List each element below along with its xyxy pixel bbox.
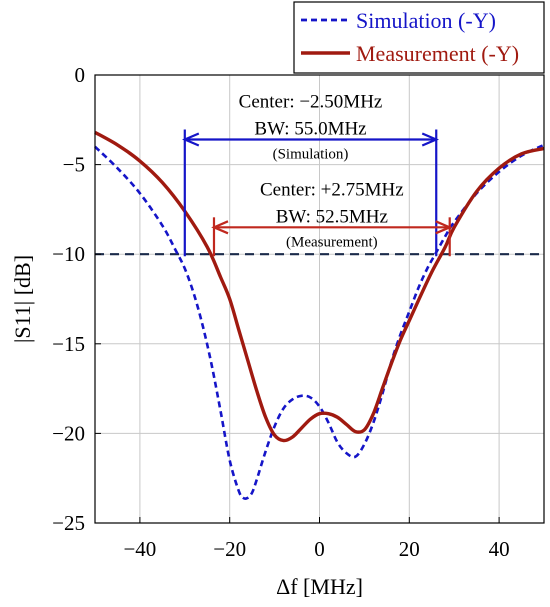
y-tick-label: 0	[75, 63, 86, 87]
annotation-bw-simulation: BW: 55.0MHz	[254, 119, 366, 140]
arrow-head	[421, 132, 440, 147]
grid	[95, 74, 544, 524]
annotation-note-measurement: (Measurement)	[286, 234, 378, 250]
annotation-note-simulation: (Simulation)	[273, 147, 349, 163]
legend-box	[293, 1, 545, 74]
y-tick-label: −10	[52, 242, 85, 266]
legend-label-measurement: Measurement (-Y)	[356, 41, 519, 66]
x-tick-label: −40	[123, 537, 156, 561]
annotation-bw-measurement: BW: 52.5MHz	[276, 206, 388, 227]
x-axis-label: Δf [MHz]	[276, 574, 363, 599]
arrow-head	[211, 220, 229, 235]
arrow-head	[435, 220, 453, 235]
x-tick-label: −20	[213, 537, 246, 561]
legend: Simulation (-Y) Measurement (-Y)	[293, 1, 545, 74]
series-group	[94, 130, 545, 500]
arrow-head	[182, 132, 200, 147]
annotation-center-measurement: Center: +2.75MHz	[260, 179, 404, 200]
y-tick-label: −25	[52, 511, 85, 535]
legend-label-simulation: Simulation (-Y)	[356, 8, 496, 33]
y-tick-label: −15	[52, 332, 85, 356]
x-tick-label: 20	[399, 537, 420, 561]
x-tick-label: 40	[489, 537, 510, 561]
annotation-center-simulation: Center: −2.50MHz	[239, 92, 383, 113]
y-tick-label: −5	[63, 153, 85, 177]
series-line-measurement	[94, 130, 545, 443]
y-tick-label: −20	[52, 421, 85, 445]
x-tick-label: 0	[314, 537, 325, 561]
tick-labels: −40 −20 0 20 40 0 −5 −10 −15 −20 −25	[52, 63, 509, 561]
series-line-simulation	[94, 143, 545, 500]
annotation-group: Center: −2.50MHz BW: 55.0MHz (Simulation) C…	[182, 92, 453, 257]
y-axis-label: |S11| [dB]	[10, 255, 35, 343]
